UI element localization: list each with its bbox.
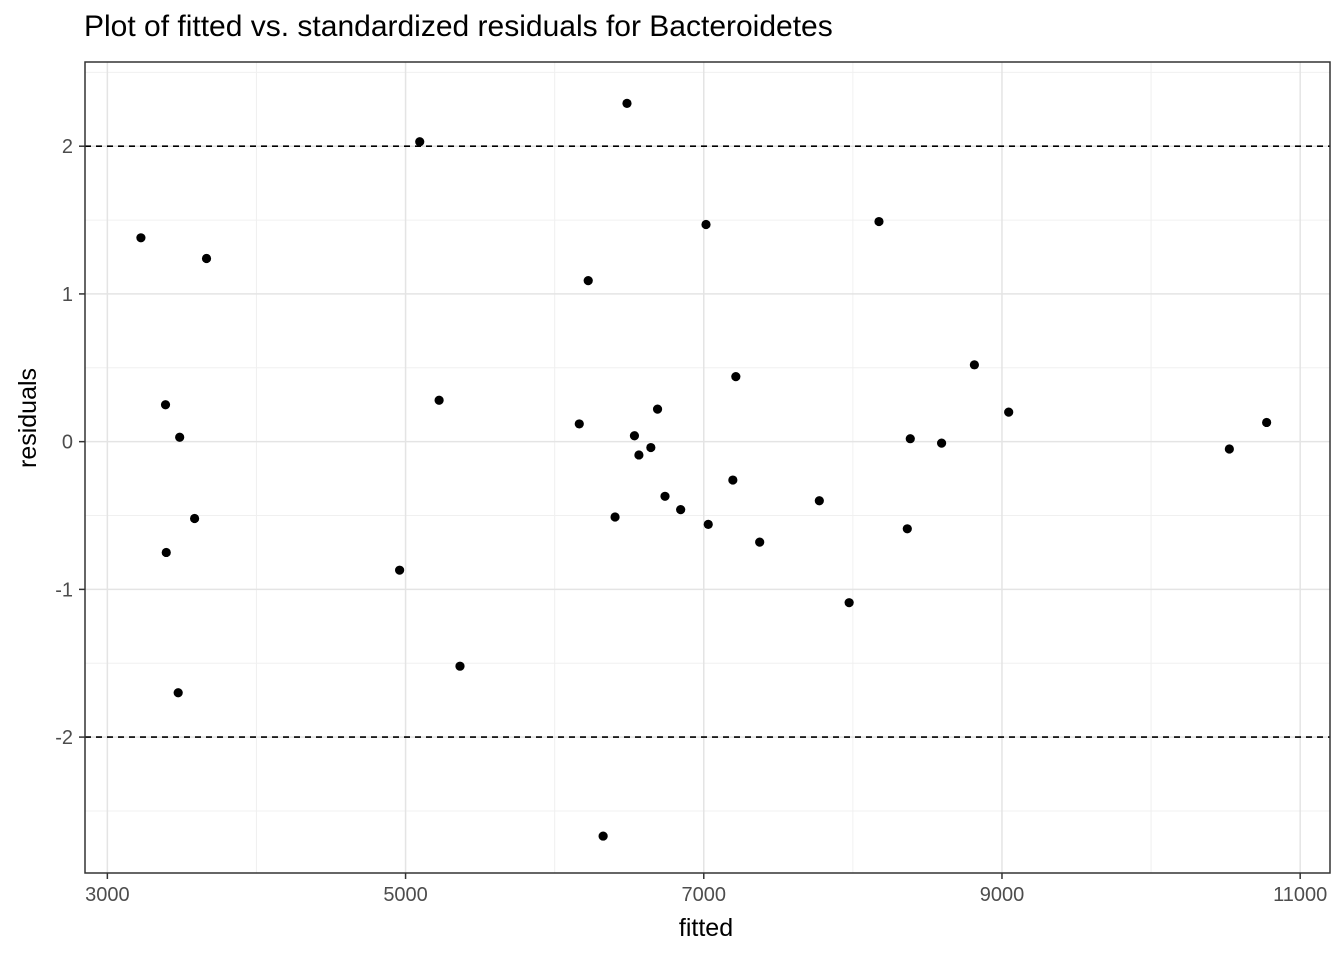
data-point [874,216,884,227]
x-axis-label: fitted [678,914,734,942]
data-point [731,372,741,382]
x-axis-ticks: 3000 5000 7000 9000 11000 [85,873,1327,906]
data-point [703,519,713,529]
data-point [634,450,644,460]
panel-border [84,61,1331,874]
data-point [434,395,444,405]
data-point [676,505,686,515]
data-point [902,524,912,534]
data-point [395,565,405,575]
x-tick-label: 9000 [980,884,1025,906]
minor-gridlines [85,62,1330,873]
y-tick-label: -2 [55,727,73,749]
y-tick-label: 2 [62,136,73,158]
data-point [574,419,584,429]
data-points [136,98,1272,841]
y-tick-label: -1 [55,579,73,601]
y-tick-label: 1 [62,284,73,306]
data-point [455,661,465,671]
data-point [136,233,146,243]
data-point [175,432,185,442]
major-gridlines [85,62,1330,873]
data-point [1262,417,1272,428]
reference-lines [85,145,1330,738]
chart-title: Plot of fitted vs. standardized residual… [84,10,833,43]
data-point [415,137,425,147]
data-point [583,276,593,286]
data-point [646,442,656,453]
data-point [728,475,738,485]
data-point [660,491,670,501]
data-point [652,404,663,414]
data-point [1004,407,1014,417]
x-tick-label: 3000 [85,884,130,906]
data-point [189,513,200,524]
y-axis-ticks: -2 -1 0 1 2 [55,136,85,749]
data-point [701,219,711,230]
x-tick-label: 11000 [1273,884,1327,906]
data-point [173,688,183,698]
x-tick-label: 5000 [383,884,428,906]
y-tick-label: 0 [62,432,73,454]
x-tick-label: 7000 [682,884,727,906]
data-point [160,400,171,410]
data-point [936,438,947,448]
data-point [844,598,854,608]
data-point [1224,444,1234,454]
data-point [201,253,212,264]
data-point [161,547,171,558]
data-point [969,360,979,370]
data-point [622,98,632,108]
data-point [814,496,824,506]
data-point [755,537,765,547]
data-point [598,831,608,841]
data-point [629,431,640,441]
data-point [610,512,620,522]
data-point [905,434,915,444]
